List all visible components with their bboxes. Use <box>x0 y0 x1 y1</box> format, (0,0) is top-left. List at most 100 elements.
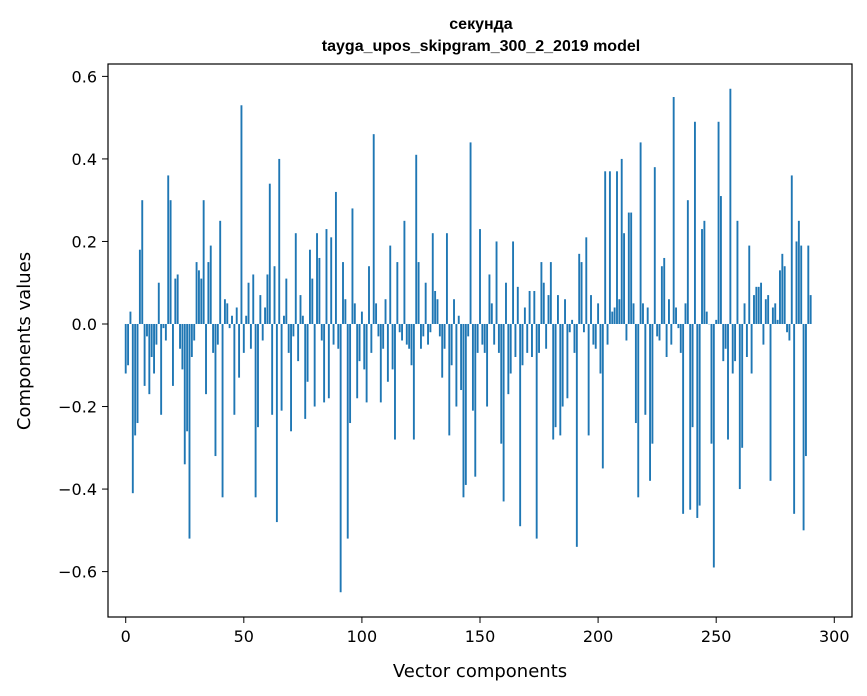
bar <box>606 323 609 345</box>
bar <box>712 323 715 568</box>
bar <box>582 323 585 333</box>
bar <box>268 183 271 324</box>
bar <box>283 315 285 324</box>
bar <box>467 323 470 337</box>
bar <box>649 323 651 481</box>
bar <box>757 286 760 324</box>
bar <box>488 274 491 324</box>
bar <box>292 323 295 337</box>
bar <box>722 323 725 362</box>
chart-title: секунда <box>449 16 513 33</box>
bar <box>656 323 659 337</box>
bar <box>214 323 217 457</box>
bar <box>691 323 694 428</box>
bar <box>767 295 770 324</box>
bar <box>264 307 267 324</box>
bar <box>405 323 408 345</box>
bar <box>448 323 451 436</box>
bar <box>512 241 515 324</box>
bar <box>408 323 411 349</box>
bar <box>616 171 618 324</box>
bar <box>599 323 602 374</box>
bar <box>623 233 626 324</box>
bar <box>450 323 453 366</box>
bar <box>788 323 791 341</box>
bar <box>750 323 753 374</box>
bar <box>195 262 198 324</box>
bar <box>646 307 649 324</box>
bar <box>642 303 644 324</box>
bar <box>734 323 737 362</box>
bar <box>436 299 439 324</box>
bar <box>474 323 477 477</box>
bar <box>434 290 437 324</box>
bar <box>592 323 595 345</box>
bar <box>611 311 614 324</box>
bar <box>719 196 722 324</box>
bar <box>675 307 677 324</box>
bar <box>715 319 718 324</box>
bar <box>783 266 786 324</box>
bar <box>601 323 604 469</box>
bar <box>346 323 349 539</box>
bar <box>398 323 401 333</box>
bar <box>410 323 413 366</box>
bar <box>455 323 458 407</box>
bar <box>164 323 167 341</box>
bar <box>585 237 588 324</box>
bar <box>542 282 545 324</box>
bar <box>169 200 172 324</box>
bar <box>509 323 512 374</box>
bar <box>493 323 496 345</box>
y-tick-label: −0.2 <box>58 398 97 417</box>
bar <box>231 315 233 324</box>
bar <box>651 323 654 444</box>
bar <box>294 233 297 324</box>
bar <box>384 299 387 324</box>
bar <box>242 323 245 353</box>
bar <box>618 299 621 324</box>
bar <box>500 323 503 444</box>
bar <box>134 323 137 436</box>
bar <box>795 241 798 324</box>
bar <box>160 323 163 415</box>
bar <box>349 323 352 424</box>
bar <box>561 323 564 407</box>
bar <box>358 323 361 362</box>
bar <box>462 323 465 498</box>
bar <box>497 323 500 353</box>
bar <box>528 290 531 324</box>
bar <box>519 323 522 527</box>
bar <box>127 323 130 366</box>
bar <box>365 323 368 403</box>
bar <box>535 323 538 539</box>
bar <box>590 295 592 324</box>
bar <box>701 229 703 324</box>
bar <box>273 266 276 324</box>
bar <box>235 307 238 324</box>
x-tick-label: 300 <box>819 627 850 646</box>
bar <box>422 323 425 337</box>
bar <box>415 154 418 324</box>
bar <box>129 311 132 324</box>
bar <box>394 323 396 440</box>
bar <box>571 319 574 324</box>
bar <box>764 299 767 324</box>
bar <box>167 175 170 324</box>
bar <box>471 323 474 411</box>
bar <box>344 299 347 324</box>
bar <box>301 315 304 324</box>
bar <box>538 323 540 353</box>
bar <box>370 323 373 353</box>
bar <box>372 134 375 324</box>
bar <box>278 158 281 324</box>
bar <box>523 307 526 324</box>
x-tick-label: 250 <box>701 627 732 646</box>
x-tick-label: 50 <box>234 627 254 646</box>
bar <box>306 323 309 382</box>
bar <box>285 278 288 324</box>
bar <box>533 290 536 324</box>
bar <box>453 299 455 324</box>
bar <box>587 323 590 436</box>
bar <box>353 303 356 324</box>
